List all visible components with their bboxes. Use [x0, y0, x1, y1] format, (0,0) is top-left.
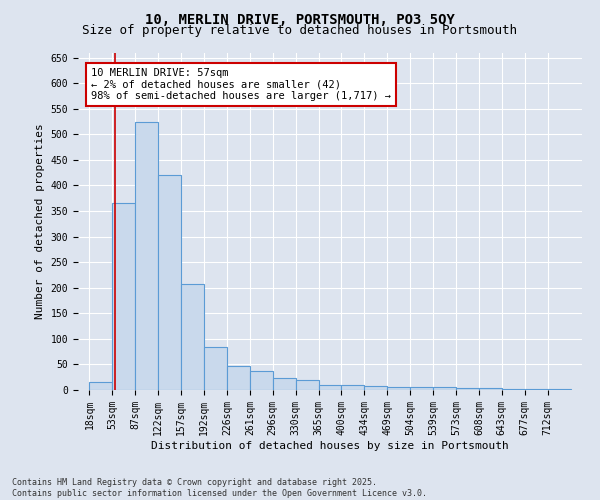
- Bar: [387, 387, 410, 390]
- Bar: [158, 175, 181, 390]
- Bar: [410, 388, 433, 390]
- Text: 10 MERLIN DRIVE: 57sqm
← 2% of detached houses are smaller (42)
98% of semi-deta: 10 MERLIN DRIVE: 57sqm ← 2% of detached …: [91, 68, 391, 101]
- X-axis label: Distribution of detached houses by size in Portsmouth: Distribution of detached houses by size …: [151, 440, 509, 450]
- Bar: [456, 388, 479, 390]
- Bar: [89, 382, 112, 390]
- Bar: [364, 386, 387, 390]
- Bar: [273, 378, 296, 390]
- Bar: [227, 366, 250, 390]
- Bar: [135, 122, 158, 390]
- Bar: [502, 389, 525, 390]
- Bar: [112, 204, 135, 390]
- Bar: [250, 371, 273, 390]
- Bar: [341, 385, 364, 390]
- Bar: [181, 284, 204, 390]
- Text: Size of property relative to detached houses in Portsmouth: Size of property relative to detached ho…: [83, 24, 517, 37]
- Text: 10, MERLIN DRIVE, PORTSMOUTH, PO3 5QY: 10, MERLIN DRIVE, PORTSMOUTH, PO3 5QY: [145, 12, 455, 26]
- Text: Contains HM Land Registry data © Crown copyright and database right 2025.
Contai: Contains HM Land Registry data © Crown c…: [12, 478, 427, 498]
- Bar: [204, 346, 227, 390]
- Bar: [479, 388, 502, 390]
- Bar: [525, 389, 548, 390]
- Bar: [319, 385, 341, 390]
- Bar: [296, 380, 319, 390]
- Y-axis label: Number of detached properties: Number of detached properties: [35, 124, 45, 319]
- Bar: [433, 388, 456, 390]
